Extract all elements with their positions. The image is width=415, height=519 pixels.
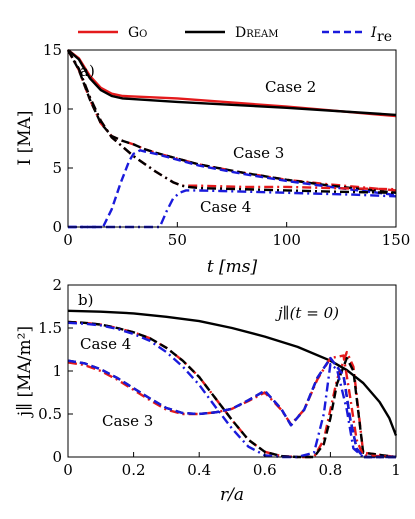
x-tick-label: 0.4 (187, 461, 211, 479)
series-line-a-case-4-go (66, 49, 397, 191)
series-line-a-case-3-go (66, 49, 397, 192)
annotation-case-4: Case 4 (200, 198, 251, 216)
y-tick-label: 0 (52, 448, 62, 466)
annotation-case-3b: Case 3 (102, 412, 153, 430)
legend-label-ire: I (370, 25, 377, 41)
legend-label-go: Go (128, 25, 147, 41)
y-tick-label: 15 (43, 41, 62, 59)
series-line-b-case-3-ire (67, 356, 396, 459)
legend-entry-go: Go (78, 25, 147, 41)
panel-b-ylabel: j∥ [MA/m²] (15, 326, 35, 418)
panel-a-ylabel: I [MA] (15, 110, 35, 165)
panel-b: 0 0.2 0.4 0.6 0.8 1 0 0.5 1 1.5 2 b) j∥(t = 0) Cas… (15, 276, 401, 505)
x-tick-label: 1 (391, 461, 401, 479)
series-line-b-case-3-go (67, 354, 397, 459)
series-line-a-case-4-ire (68, 189, 397, 229)
legend-entry-dream: Dream (185, 25, 279, 41)
y-tick-label: 10 (43, 100, 62, 118)
annotation-case-4b: Case 4 (80, 335, 131, 353)
series-line-b-case-4-ire (67, 321, 396, 459)
x-tick-label: 0.2 (122, 461, 146, 479)
panel-a-label: a) (80, 62, 95, 80)
y-tick-label: 2 (52, 276, 62, 294)
series-line-b-case-4-dream (67, 320, 397, 459)
annotation-case-2: Case 2 (265, 78, 316, 96)
panel-a-frame (67, 49, 397, 228)
legend-label-ire-sub: re (377, 29, 392, 45)
y-tick-label: 1 (52, 362, 62, 380)
panel-a-xlabel: t [ms] (207, 257, 258, 277)
x-tick-label: 100 (272, 231, 301, 249)
legend: Go Dream I re (78, 25, 392, 45)
x-tick-label: 0.6 (253, 461, 277, 479)
x-tick-label: 0 (63, 231, 73, 249)
annotation-case-3: Case 3 (233, 144, 284, 162)
x-tick-label: 50 (168, 231, 187, 249)
series-line-a-case-2-dream (67, 49, 397, 117)
y-tick-label: 1.5 (38, 319, 62, 337)
series-line-b-t-0-dream (67, 309, 398, 436)
panel-b-xlabel: r/a (220, 485, 244, 505)
y-tick-label: 0 (52, 218, 62, 236)
series-line-a-case-2-go (67, 49, 397, 118)
panel-b-label: b) (78, 291, 93, 309)
panel-a-series (66, 49, 397, 229)
series-line-a-case-4-dream (66, 49, 397, 194)
panel-b-series (67, 309, 398, 459)
y-tick-label: 5 (52, 159, 62, 177)
annotation-jpar-t0: j∥(t = 0) (275, 304, 339, 322)
y-tick-label: 0.5 (38, 405, 62, 423)
legend-entry-ire: I re (322, 25, 392, 45)
x-tick-label: 0.8 (318, 461, 342, 479)
x-tick-label: 150 (382, 231, 411, 249)
series-line-a-case-3-ire (68, 149, 397, 229)
x-tick-label: 0 (63, 461, 73, 479)
legend-label-dream: Dream (235, 25, 279, 41)
panel-b-ticks: 0 0.2 0.4 0.6 0.8 1 0 0.5 1 1.5 2 (38, 276, 401, 479)
panel-a-ticks: 0 50 100 150 0 5 10 15 (43, 41, 410, 249)
